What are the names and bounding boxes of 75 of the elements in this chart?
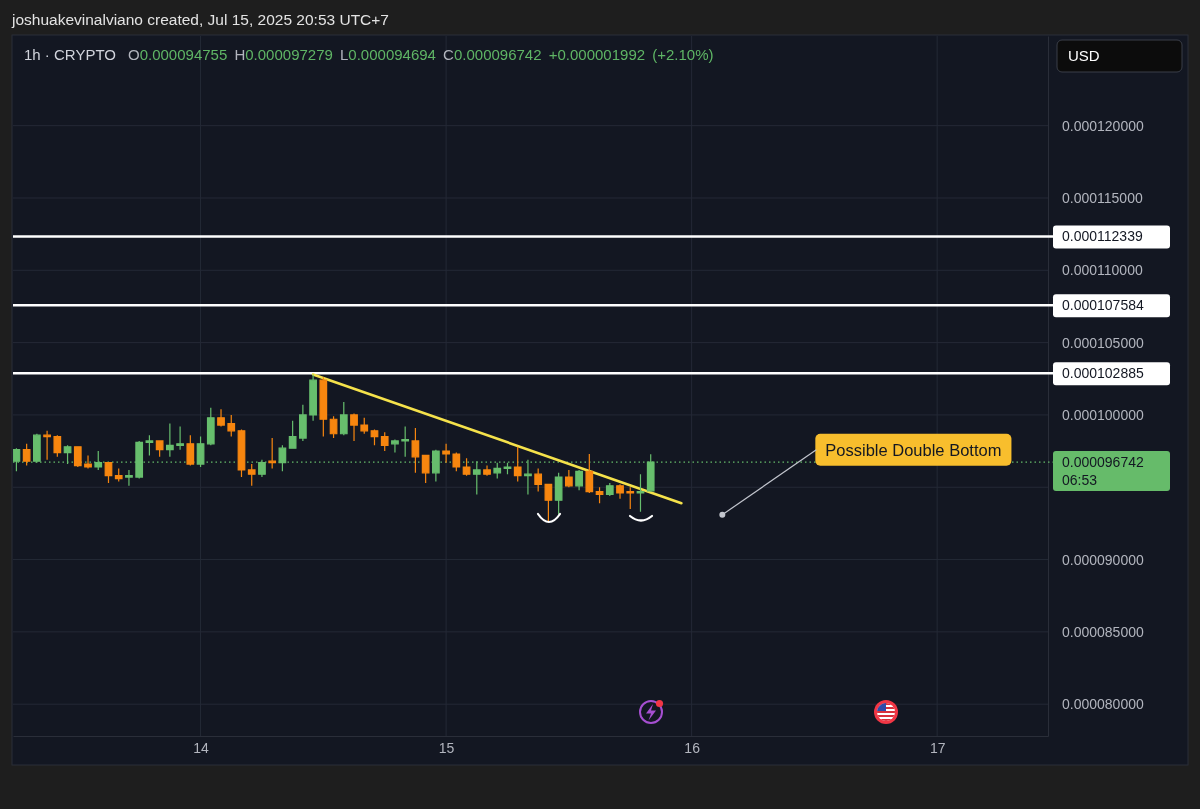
- candlestick: [513, 446, 522, 483]
- text: 1h · CRYPTO: [24, 46, 116, 63]
- candlestick: [186, 434, 195, 467]
- candlestick: [43, 430, 51, 461]
- x-tick-label: 16: [684, 739, 701, 756]
- candlestick: [483, 464, 491, 477]
- candlestick: [237, 428, 246, 478]
- candlestick: [196, 436, 205, 468]
- candlestick: [605, 482, 614, 497]
- candlestick: [626, 486, 635, 510]
- candlestick: [564, 469, 573, 488]
- candlestick: [104, 462, 113, 484]
- candlestick: [339, 401, 348, 436]
- candlestick: [217, 408, 225, 428]
- candlestick: [176, 425, 184, 451]
- candlestick: [462, 457, 471, 477]
- candlestick: [503, 462, 512, 475]
- candlestick: [53, 434, 62, 458]
- y-tick-label: 0.000080000: [1062, 696, 1144, 713]
- candlestick: [452, 451, 461, 472]
- candlestick: [166, 423, 174, 458]
- candlestick: [411, 427, 420, 474]
- candlestick: [125, 469, 133, 487]
- text: O0.000094755 H0.000097279 L0.000094694 C0.000096742 +0.000001992 (+2.10%): [127, 46, 714, 63]
- text: joshuakevinalviano created, Jul 15, 2025 20:53 UTC+7: [11, 11, 389, 28]
- candlestick: [370, 428, 379, 446]
- annotation: Possible Double Bottom: [825, 440, 1002, 459]
- candlestick: [298, 404, 307, 442]
- candlestick: [380, 431, 389, 452]
- y-tick-label: 0.000120000: [1062, 117, 1144, 134]
- ref-line-label: 0.000107584: [1062, 297, 1144, 314]
- candlestick: [329, 415, 338, 439]
- y-tick-label: 0.000100000: [1062, 406, 1144, 423]
- text: USD: [1068, 47, 1100, 64]
- candlestick: [391, 438, 399, 454]
- candlestick: [206, 407, 215, 446]
- candlestick: [73, 446, 82, 468]
- candlestick: [227, 414, 236, 438]
- candlestick: [442, 443, 450, 464]
- candlestick: [288, 420, 297, 449]
- candlestick: [247, 463, 256, 487]
- candlestick: [595, 486, 604, 504]
- candlestick: [493, 462, 502, 480]
- ref-line-label: 0.000102885: [1062, 365, 1144, 382]
- candlestick: [421, 454, 430, 484]
- candlestick: [616, 483, 624, 500]
- candlestick: [575, 469, 583, 491]
- candlestick: [278, 444, 287, 472]
- x-tick-label: 15: [438, 739, 455, 756]
- candlestick: [401, 425, 410, 458]
- candlestick: [534, 467, 543, 493]
- candlestick: [646, 453, 655, 493]
- candlestick: [155, 440, 164, 458]
- candlestick: [22, 443, 31, 467]
- y-tick-label: 0.000115000: [1062, 189, 1143, 206]
- candlestick: [84, 454, 92, 470]
- candlestick: [350, 412, 358, 442]
- y-tick-label: 0.000110000: [1062, 262, 1143, 279]
- y-tick-label: 0.000090000: [1062, 551, 1144, 568]
- x-tick-label: 14: [193, 739, 210, 756]
- candlestick: [145, 434, 154, 457]
- y-tick-label: 0.000085000: [1062, 623, 1144, 640]
- candlestick: [309, 373, 317, 422]
- candlestick: [585, 453, 594, 494]
- candlestick: [360, 417, 369, 435]
- ref-line-label: 0.000112339: [1062, 228, 1143, 245]
- candlestick: [554, 472, 563, 516]
- x-tick-label: 17: [929, 739, 946, 756]
- ref-line-label: 0.000096742 06:53: [1062, 454, 1144, 489]
- y-tick-label: 0.000105000: [1062, 334, 1144, 351]
- candlestick: [319, 376, 328, 438]
- candlestick: [268, 437, 277, 470]
- candlestick: [544, 483, 553, 523]
- candlestick: [636, 473, 645, 513]
- candlestick: [114, 467, 123, 483]
